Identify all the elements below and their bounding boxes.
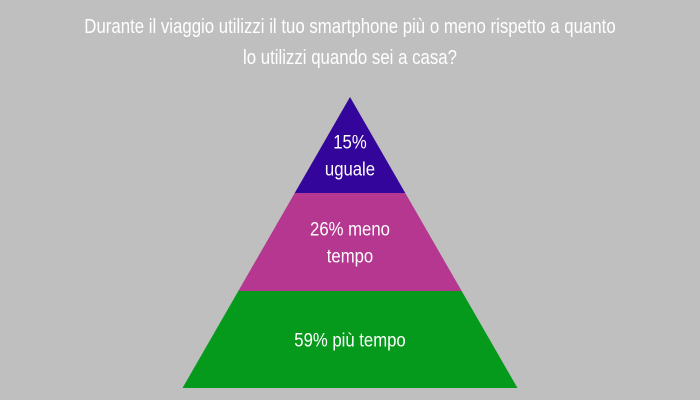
layer-uguale	[294, 97, 406, 193]
layer-piu-tempo-label: 59% più tempo	[294, 330, 405, 351]
layer-meno-tempo-label: 26% meno	[310, 219, 390, 240]
chart-title-line-1: Durante il viaggio utilizzi il tuo smart…	[84, 16, 616, 38]
layer-uguale-label: 15%	[333, 132, 367, 153]
chart-title-line-2: lo utilizzi quando sei a casa?	[243, 47, 457, 69]
layer-meno-tempo-label: tempo	[327, 246, 373, 267]
layer-meno-tempo	[238, 193, 462, 291]
layer-piu-tempo	[182, 291, 518, 388]
chart-title: Durante il viaggio utilizzi il tuo smart…	[14, 12, 686, 74]
layer-uguale-label: uguale	[325, 159, 375, 180]
